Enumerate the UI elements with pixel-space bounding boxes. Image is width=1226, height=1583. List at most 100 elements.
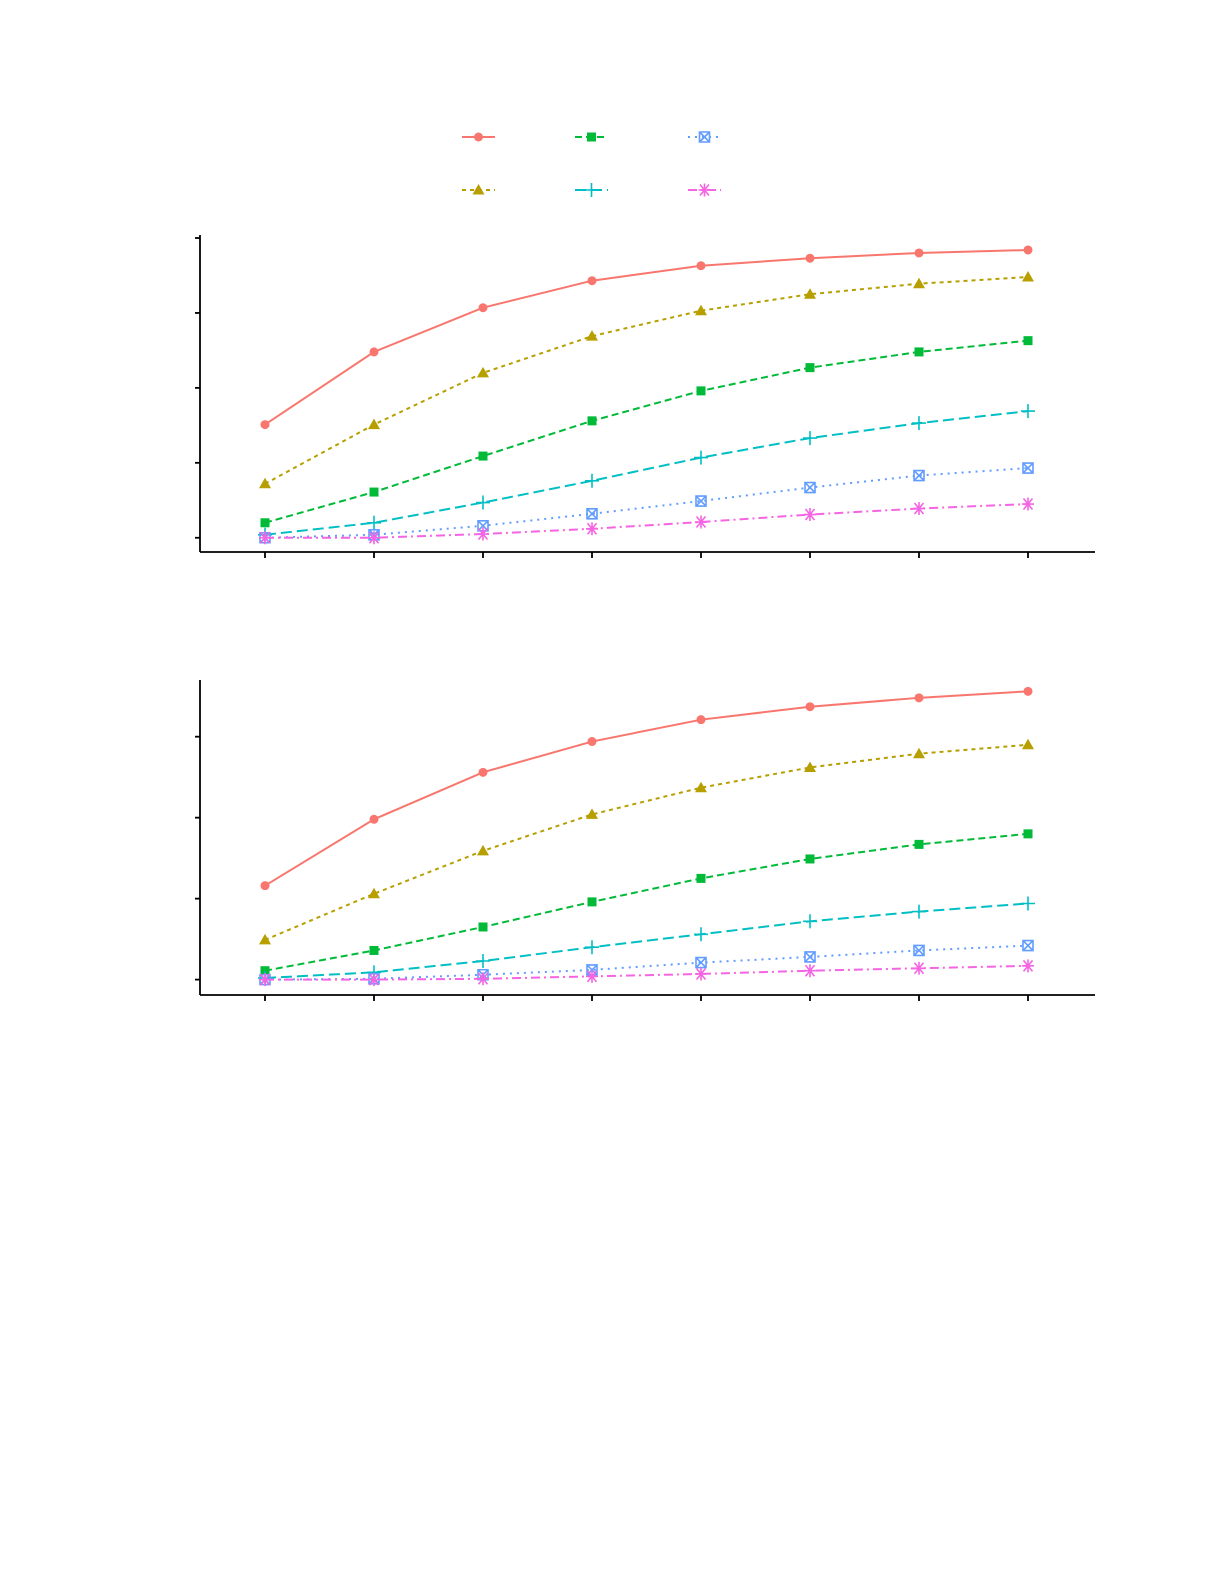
point bbox=[1021, 896, 1035, 911]
asterisk-marker bbox=[586, 522, 598, 536]
point bbox=[368, 887, 380, 899]
point bbox=[587, 416, 597, 426]
point bbox=[474, 132, 483, 142]
boxcross-marker bbox=[695, 956, 707, 969]
circle-marker bbox=[805, 702, 815, 712]
asterisk-marker bbox=[698, 183, 711, 197]
point bbox=[587, 737, 597, 747]
point bbox=[804, 761, 816, 772]
series-line bbox=[264, 944, 1029, 981]
point bbox=[805, 702, 815, 712]
point bbox=[369, 814, 379, 824]
point bbox=[698, 131, 711, 143]
plus-marker bbox=[584, 183, 599, 197]
triangle-marker bbox=[1022, 270, 1034, 282]
point bbox=[369, 347, 379, 357]
asterisk-marker bbox=[1022, 959, 1034, 973]
triangle-marker bbox=[586, 330, 598, 341]
plus-marker bbox=[476, 495, 490, 510]
circle-marker bbox=[369, 814, 379, 824]
circle-marker bbox=[369, 347, 379, 357]
point bbox=[914, 839, 924, 849]
square-marker bbox=[587, 416, 597, 426]
series-line bbox=[264, 467, 1029, 539]
series-line bbox=[264, 690, 1029, 887]
circle-marker bbox=[478, 303, 488, 313]
point bbox=[1022, 959, 1034, 973]
point bbox=[585, 940, 599, 955]
point bbox=[805, 854, 815, 864]
point bbox=[696, 261, 706, 271]
asterisk-marker bbox=[586, 969, 598, 983]
triangle-marker bbox=[913, 747, 925, 759]
plus-marker bbox=[694, 927, 708, 942]
point bbox=[368, 418, 380, 430]
series-line bbox=[265, 964, 1029, 981]
point bbox=[695, 967, 707, 981]
point bbox=[914, 347, 924, 357]
point bbox=[259, 531, 271, 545]
point bbox=[478, 922, 488, 932]
triangle-marker bbox=[804, 761, 816, 772]
triangle-marker bbox=[477, 844, 489, 856]
triangle-marker bbox=[586, 808, 598, 819]
asterisk-marker bbox=[913, 502, 925, 516]
triangle-marker bbox=[695, 304, 707, 316]
circle-marker bbox=[587, 737, 597, 747]
series-line bbox=[264, 410, 1029, 536]
point bbox=[1022, 497, 1034, 511]
point bbox=[804, 288, 816, 299]
point bbox=[696, 715, 706, 725]
series-line bbox=[264, 743, 1029, 941]
boxcross-marker bbox=[586, 507, 598, 520]
series-line bbox=[264, 902, 1029, 979]
point bbox=[478, 303, 488, 313]
point bbox=[259, 973, 271, 987]
point bbox=[694, 450, 708, 465]
triangle-marker bbox=[1022, 738, 1034, 750]
boxcross-marker bbox=[1022, 462, 1034, 474]
square-marker bbox=[587, 132, 596, 142]
asterisk-marker bbox=[259, 531, 271, 545]
plus-marker bbox=[1021, 896, 1035, 911]
point bbox=[260, 966, 270, 976]
point bbox=[913, 502, 925, 516]
point bbox=[1023, 686, 1033, 696]
square-marker bbox=[914, 839, 924, 849]
circle-marker bbox=[1023, 686, 1033, 696]
point bbox=[587, 276, 597, 286]
square-marker bbox=[478, 922, 488, 932]
circle-marker bbox=[474, 132, 483, 142]
point bbox=[586, 808, 598, 819]
boxcross-marker bbox=[1022, 939, 1034, 952]
point bbox=[695, 304, 707, 316]
plus-marker bbox=[367, 515, 381, 530]
circle-marker bbox=[478, 767, 488, 777]
point bbox=[587, 897, 597, 907]
triangle-marker bbox=[913, 277, 925, 289]
point bbox=[1022, 462, 1034, 474]
asterisk-marker bbox=[368, 531, 380, 545]
point bbox=[695, 956, 707, 969]
triangle-marker bbox=[695, 781, 707, 793]
series-line bbox=[264, 248, 1029, 426]
point bbox=[913, 277, 925, 289]
circle-marker bbox=[696, 261, 706, 271]
point bbox=[1023, 245, 1033, 255]
square-marker bbox=[260, 518, 270, 528]
plus-marker bbox=[803, 431, 817, 446]
boxcross-marker bbox=[913, 469, 925, 482]
point bbox=[472, 184, 485, 195]
point bbox=[478, 451, 488, 461]
point bbox=[369, 945, 379, 955]
plus-marker bbox=[912, 904, 926, 919]
point bbox=[695, 781, 707, 793]
square-marker bbox=[1023, 829, 1033, 839]
asterisk-marker bbox=[368, 973, 380, 987]
point bbox=[1022, 738, 1034, 750]
plus-marker bbox=[1021, 404, 1035, 419]
triangle-marker bbox=[259, 933, 271, 945]
point bbox=[586, 522, 598, 536]
point bbox=[587, 132, 596, 142]
